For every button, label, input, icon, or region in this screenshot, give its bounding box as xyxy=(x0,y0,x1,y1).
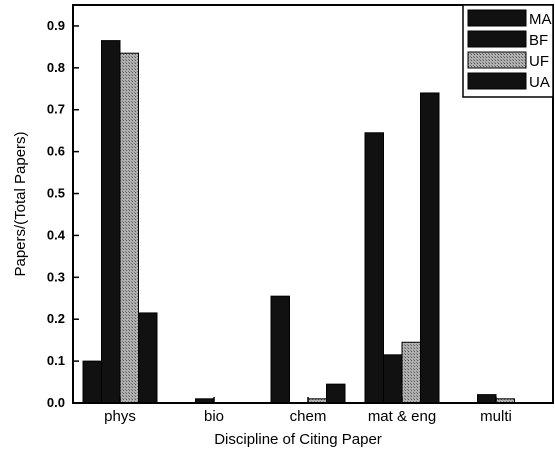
plot-frame xyxy=(72,4,554,404)
bar-uf-0 xyxy=(119,52,139,404)
legend-swatch-uf xyxy=(467,51,527,69)
y-tick-label: 0.7 xyxy=(47,102,65,117)
y-axis-title: Papers/(Total Papers) xyxy=(12,131,29,276)
y-tick-label: 0.0 xyxy=(47,395,65,410)
y-tick-label: 0.9 xyxy=(47,18,65,33)
y-axis-ticks: 0.0 0.1 0.2 0.3 0.4 0.5 0.6 0.7 0.8 0.9 xyxy=(47,18,79,410)
bar-bf-4 xyxy=(477,394,497,404)
bar-ma-2 xyxy=(270,295,290,404)
bar-uf-3 xyxy=(401,341,421,404)
bar-ma-3 xyxy=(364,132,384,404)
legend-swatch-bf xyxy=(467,30,527,48)
y-tick-label: 0.6 xyxy=(47,144,65,159)
bar-bf-0 xyxy=(101,40,121,404)
bar-ua-3 xyxy=(420,92,440,404)
x-axis-ticks: phys bio chem mat & eng multi xyxy=(104,397,512,425)
x-tick-label: bio xyxy=(204,408,224,425)
legend-swatch-ua xyxy=(467,72,527,90)
bars-group xyxy=(82,40,515,404)
legend: MA BF UF UA xyxy=(462,4,554,98)
legend-label-uf: UF xyxy=(529,53,549,70)
bar-bf-3 xyxy=(383,354,403,404)
legend-label-bf: BF xyxy=(529,32,548,49)
bar-ma-0 xyxy=(82,360,102,404)
y-tick-label: 0.3 xyxy=(47,269,65,284)
x-tick-label: chem xyxy=(290,408,327,425)
legend-label-ua: UA xyxy=(529,74,550,91)
legend-swatch-ma xyxy=(467,9,527,27)
y-tick-label: 0.1 xyxy=(47,353,65,368)
y-tick-label: 0.2 xyxy=(47,311,65,326)
x-tick-label: mat & eng xyxy=(368,408,436,425)
y-tick-label: 0.8 xyxy=(47,60,65,75)
legend-label-ma: MA xyxy=(529,11,552,28)
bar-ua-2 xyxy=(326,383,346,404)
y-tick-label: 0.4 xyxy=(47,227,66,242)
x-tick-label: multi xyxy=(480,408,512,425)
x-tick-label: phys xyxy=(104,408,136,425)
y-tick-label: 0.5 xyxy=(47,186,65,201)
x-axis-title: Discipline of Citing Paper xyxy=(214,431,382,448)
bar-ua-0 xyxy=(138,312,158,404)
